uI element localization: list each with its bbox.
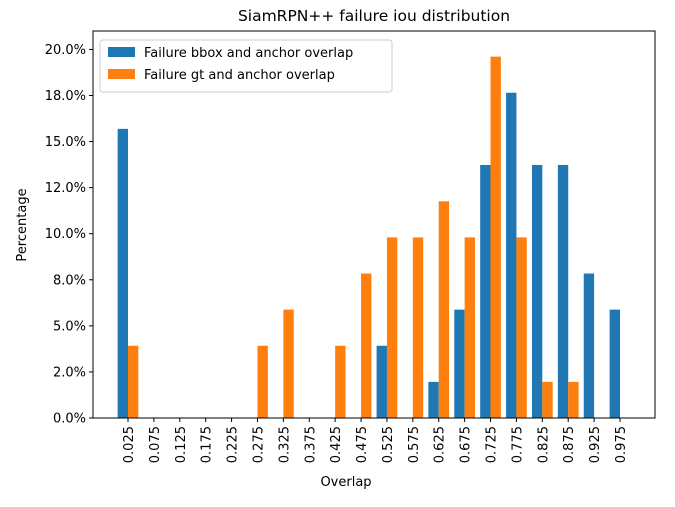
plot-frame (92, 30, 656, 419)
x-tick-label: 0.725 (485, 426, 500, 463)
x-tick-label: 0.975 (614, 426, 629, 463)
y-tick-label: 0.0% (53, 412, 86, 427)
chart-title: SiamRPN++ failure iou distribution (238, 7, 510, 25)
bar (480, 164, 491, 418)
bar (506, 92, 517, 418)
x-tick-label: 0.175 (200, 426, 215, 463)
bar (361, 273, 372, 418)
legend-label: Failure bbox and anchor overlap (144, 46, 353, 61)
bar (490, 56, 501, 418)
bar (283, 309, 294, 418)
bar (117, 128, 128, 418)
x-tick-label: 0.525 (381, 426, 396, 463)
x-tick-label: 0.275 (251, 426, 266, 463)
bar (128, 345, 139, 418)
bar (335, 345, 346, 418)
x-tick-label: 0.075 (148, 426, 163, 463)
y-tick-label: 18.0% (45, 89, 86, 104)
x-axis-label: Overlap (320, 475, 371, 490)
bar (428, 381, 439, 418)
bar (412, 237, 424, 418)
bar (557, 164, 569, 418)
bar (257, 345, 268, 418)
x-tick-label: 0.675 (459, 426, 474, 463)
bar (454, 309, 465, 418)
legend-label: Failure gt and anchor overlap (144, 68, 335, 83)
x-tick-label: 0.425 (329, 426, 344, 463)
x-tick-label: 0.775 (510, 426, 525, 463)
x-tick-label: 0.825 (536, 426, 551, 463)
y-tick-label: 15.0% (45, 135, 86, 150)
bar (609, 309, 620, 418)
y-tick-label: 2.0% (53, 365, 86, 380)
bar (386, 237, 398, 418)
bar (438, 201, 450, 418)
y-tick-label: 5.0% (53, 319, 86, 334)
y-tick-label: 20.0% (45, 43, 86, 58)
legend-swatch (108, 69, 135, 79)
y-tick-label: 8.0% (53, 273, 86, 288)
y-axis-label: Percentage (15, 188, 30, 261)
legend-box (99, 39, 393, 93)
bar (516, 237, 527, 418)
y-tick-label: 10.0% (45, 227, 86, 242)
x-tick-label: 0.025 (122, 426, 137, 463)
x-tick-label: 0.125 (174, 426, 189, 463)
bar (583, 273, 595, 418)
bar (542, 381, 553, 418)
x-tick-label: 0.875 (562, 426, 577, 463)
y-tick-label: 12.0% (45, 181, 86, 196)
legend-swatch (108, 47, 135, 57)
bar (568, 381, 579, 418)
bar (464, 237, 475, 418)
x-tick-label: 0.375 (303, 426, 318, 463)
x-tick-label: 0.625 (433, 426, 448, 463)
x-tick-label: 0.325 (277, 426, 292, 463)
bar (376, 345, 387, 418)
x-tick-label: 0.225 (226, 426, 241, 463)
bar (531, 164, 543, 418)
x-tick-label: 0.475 (355, 426, 370, 463)
x-tick-label: 0.575 (407, 426, 422, 463)
x-tick-label: 0.925 (588, 426, 603, 463)
